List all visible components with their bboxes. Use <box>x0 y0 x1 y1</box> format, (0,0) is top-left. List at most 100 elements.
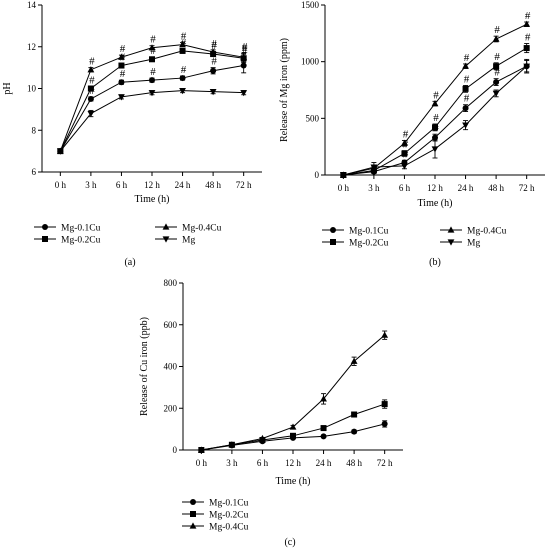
legend-item-mg-0-2cu: Mg-0.2Cu <box>34 236 101 246</box>
x-tick-label: 0 h <box>196 458 208 468</box>
y-tick-label: 10 <box>27 84 37 94</box>
data-point <box>118 79 125 86</box>
y-tick-label: 14 <box>27 0 37 10</box>
data-point <box>179 75 186 82</box>
x-tick-label: 12 h <box>285 458 301 468</box>
data-point <box>87 110 95 118</box>
legend-marker <box>190 511 196 517</box>
significance-mark: # <box>242 46 248 58</box>
data-point <box>493 63 500 70</box>
legend-marker <box>447 239 455 246</box>
data-point <box>290 432 296 439</box>
series-mg-0-4cu: # # # # # # <box>56 31 248 154</box>
data-point <box>87 95 94 102</box>
significance-mark: # <box>211 40 217 52</box>
significance-mark: # <box>433 89 439 101</box>
y-tick-label: 600 <box>164 320 178 330</box>
x-tick-label: 72 h <box>377 458 393 468</box>
data-point <box>148 90 156 97</box>
legend-item-mg-0-1cu: Mg-0.1Cu <box>34 224 101 234</box>
y-tick-label: 800 <box>164 278 178 288</box>
legend-label: Mg-0.1Cu <box>61 224 101 234</box>
x-tick-label: 24 h <box>175 180 191 190</box>
significance-mark: # <box>89 74 95 86</box>
x-tick-label: 24 h <box>316 458 332 468</box>
legend-marker <box>189 522 197 529</box>
data-point <box>431 146 439 153</box>
data-point <box>179 41 186 48</box>
significance-mark: # <box>433 112 439 124</box>
x-axis-label: Time (h) <box>135 194 170 205</box>
data-point <box>149 77 155 84</box>
y-tick-label: 200 <box>164 403 178 413</box>
y-tick-label: 500 <box>306 113 320 123</box>
data-point <box>381 420 388 427</box>
data-point <box>462 105 469 112</box>
data-point <box>351 428 358 435</box>
series-line <box>201 334 385 451</box>
data-point <box>432 134 438 141</box>
data-point <box>350 357 358 364</box>
legend-label: Mg <box>182 236 195 246</box>
data-point <box>149 56 155 63</box>
data-point <box>197 446 205 453</box>
data-point <box>179 87 186 95</box>
data-point <box>431 100 439 107</box>
series-line <box>59 90 244 152</box>
legend-marker <box>330 239 336 245</box>
data-point <box>401 139 408 146</box>
legend-marker <box>162 236 170 243</box>
chart-panel-b: 0 500 1000 1500 0 h 3 h 6 h 12 h 24 h 48 h 72 h Tim… <box>279 0 545 268</box>
data-point <box>493 79 500 86</box>
legend-label: Mg <box>467 239 480 249</box>
data-point <box>320 425 327 432</box>
significance-mark: # <box>211 56 217 68</box>
data-point <box>118 94 125 101</box>
panel-label: (b) <box>429 257 441 268</box>
series-mg <box>56 87 248 155</box>
series-mg-0-4cu <box>197 330 389 453</box>
significance-mark: # <box>181 64 187 76</box>
x-axis-label: Time (h) <box>276 476 311 487</box>
data-point <box>492 35 500 42</box>
legend-label: Mg-0.4Cu <box>182 224 222 234</box>
legend-marker <box>190 499 196 505</box>
legend-item-mg: Mg <box>440 239 480 249</box>
data-point <box>228 441 236 448</box>
significance-mark: # <box>120 43 126 55</box>
y-axis-label: Release of Mg iron (ppm) <box>279 38 290 142</box>
y-tick-label: 6 <box>32 167 37 177</box>
legend-marker <box>447 226 455 233</box>
data-point <box>381 401 388 408</box>
legend-label: Mg-0.2Cu <box>61 236 101 246</box>
significance-mark: # <box>464 52 470 64</box>
y-tick-label: 8 <box>32 125 37 135</box>
chart-panel-c: 0 200 400 600 800 0 h 3 h 6 h 12 h 24 h 48 h 72 h Ti… <box>139 278 403 548</box>
data-point <box>492 90 500 97</box>
x-tick-label: 48 h <box>346 458 362 468</box>
legend-item-mg-0-4cu: Mg-0.4Cu <box>155 223 222 234</box>
x-tick-label: 6 h <box>257 458 269 468</box>
data-point <box>118 53 125 60</box>
data-point <box>179 47 186 54</box>
x-tick-label: 48 h <box>488 183 504 193</box>
x-tick-label: 0 h <box>55 180 67 190</box>
data-point <box>432 124 438 131</box>
data-point <box>118 62 125 69</box>
y-tick-label: 1000 <box>301 57 320 67</box>
legend-label: Mg-0.4Cu <box>467 227 507 237</box>
legend-item-mg: Mg <box>155 236 195 246</box>
y-tick-label: 1500 <box>301 0 320 10</box>
x-tick-label: 3 h <box>226 458 238 468</box>
y-tick-label: 12 <box>27 42 36 52</box>
data-point <box>523 45 530 52</box>
legend-marker <box>42 224 48 230</box>
legend-label: Mg-0.4Cu <box>209 523 249 533</box>
series-mg <box>339 60 531 179</box>
legend-marker <box>42 236 48 242</box>
legend-item-mg-0-4cu: Mg-0.4Cu <box>440 226 507 237</box>
chart-panel-a: 6 8 10 12 14 0 h 3 h 6 h 12 h 24 h 48 h 72 h Time (h… <box>2 0 262 268</box>
x-tick-label: 48 h <box>205 180 221 190</box>
significance-mark: # <box>181 31 187 43</box>
